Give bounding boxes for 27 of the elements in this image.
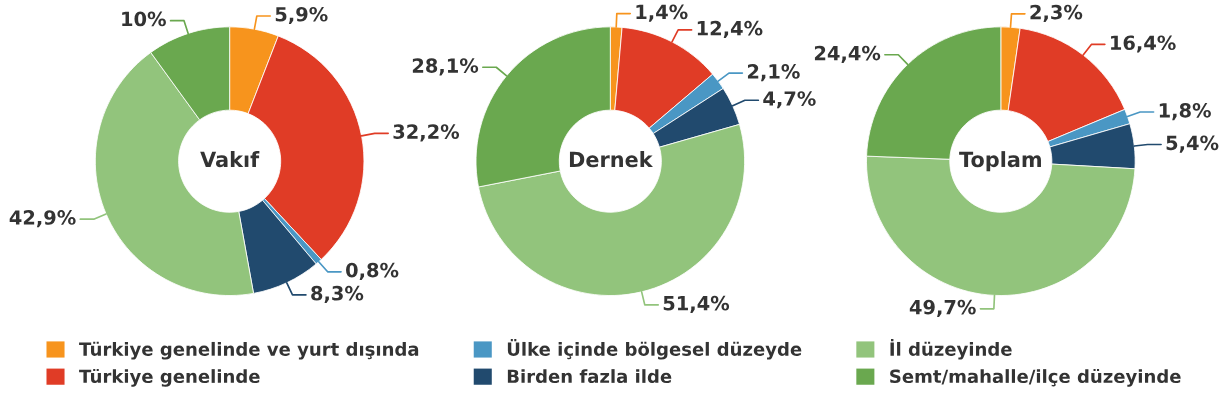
data-label: 10% bbox=[122, 11, 166, 27]
data-label: 51,4% bbox=[663, 295, 730, 314]
legend-label: Türkiye genelinde bbox=[79, 368, 260, 387]
data-label: 5,4% bbox=[1166, 135, 1219, 153]
data-label: 24,4% bbox=[814, 45, 881, 63]
data-label: 0,8% bbox=[346, 262, 399, 280]
legend-label: Ülke içinde bölgesel düzeyde bbox=[507, 338, 802, 360]
data-label: 42,9% bbox=[9, 210, 76, 228]
data-label: 49,7% bbox=[909, 299, 976, 317]
text: Dernek bbox=[569, 151, 653, 168]
data-label: 28,1% bbox=[412, 58, 479, 76]
data-label: 2,1% bbox=[747, 64, 800, 82]
data-label: 8,3% bbox=[311, 285, 364, 304]
data-label: 5,9% bbox=[275, 6, 328, 25]
data-label: 4,7% bbox=[763, 91, 816, 109]
data-label: 16,4% bbox=[1111, 35, 1176, 53]
data-label: 1,8% bbox=[1159, 102, 1211, 121]
legend-label: İl düzeyinde bbox=[890, 338, 1012, 360]
legend-label: Türkiye genelinde ve yurt dışında bbox=[79, 341, 419, 360]
text: Vakıf bbox=[200, 151, 260, 168]
legend-label: Birden fazla ilde bbox=[507, 369, 672, 384]
data-label: 2,3% bbox=[1030, 4, 1083, 22]
data-label: 12,4% bbox=[697, 20, 763, 39]
text: Toplam bbox=[959, 151, 1041, 172]
data-label: 1,4% bbox=[636, 4, 688, 22]
legend-label: Semt/mahalle/ilçe düzeyinde bbox=[890, 368, 1181, 387]
data-label: 32,2% bbox=[393, 124, 460, 142]
